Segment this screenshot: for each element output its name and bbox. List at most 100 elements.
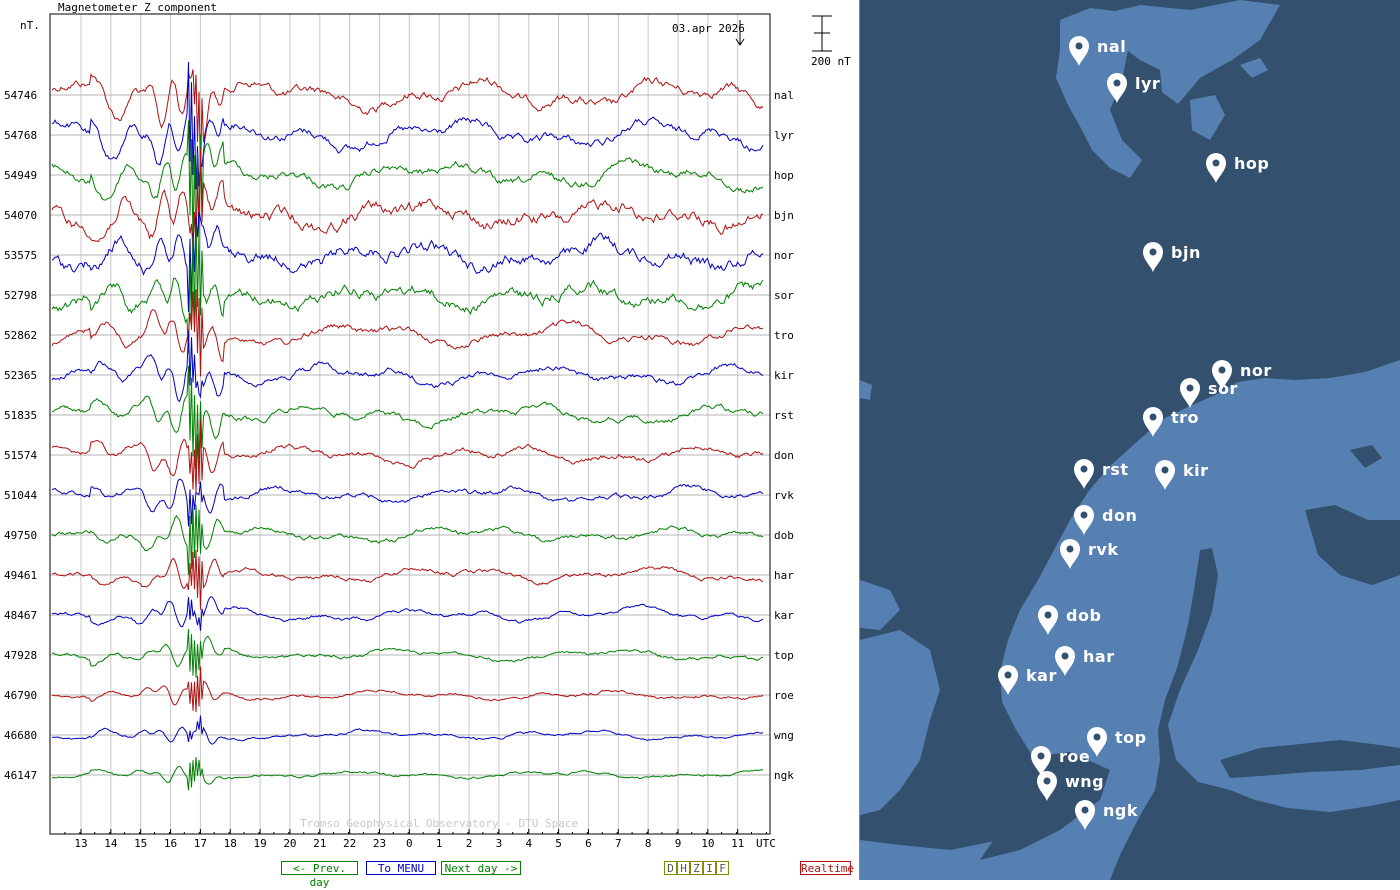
map-pin-icon [1075, 800, 1095, 830]
trace-top [51, 629, 764, 678]
x-tick-label: 11 [731, 837, 744, 850]
x-tick-label: 19 [253, 837, 266, 850]
map-pin-icon [1060, 539, 1080, 569]
trace-hop [51, 120, 764, 254]
baseline-value-roe: 46790 [4, 689, 37, 702]
map-pin-hole [1066, 545, 1074, 553]
station-label-roe: roe [774, 689, 794, 702]
station-pin-nor[interactable]: nor [1212, 360, 1272, 390]
station-label-tro: tro [774, 329, 794, 342]
menu-button[interactable]: To MENU [366, 861, 436, 875]
date-label: 03.apr 2026 [672, 22, 745, 35]
station-pin-top[interactable]: top [1087, 727, 1147, 757]
station-pin-sor[interactable]: sor [1180, 378, 1238, 408]
map-pin-icon [1069, 36, 1089, 66]
x-tick-label: 13 [74, 837, 87, 850]
map-pin-icon [1206, 153, 1226, 183]
station-label-kar: kar [774, 609, 794, 622]
station-label-top: top [774, 649, 794, 662]
station-label-bjn: bjn [774, 209, 794, 222]
x-tick-label: 5 [555, 837, 562, 850]
station-label-ngk: ngk [774, 769, 794, 782]
station-pin-rvk[interactable]: rvk [1060, 539, 1118, 569]
component-h-button[interactable]: H [677, 861, 690, 875]
x-tick-label: 18 [224, 837, 237, 850]
station-pin-don[interactable]: don [1074, 505, 1137, 535]
realtime-button[interactable]: Realtime [800, 861, 854, 875]
map-station-label: rvk [1088, 540, 1118, 559]
x-tick-label: 17 [194, 837, 207, 850]
map-pin-hole [1080, 465, 1088, 473]
x-tick-label: 21 [313, 837, 326, 850]
prev-day-button[interactable]: <- Prev. day [281, 861, 358, 889]
baseline-value-sor: 52798 [4, 289, 37, 302]
map-station-label: kir [1183, 461, 1209, 480]
station-pin-ngk[interactable]: ngk [1075, 800, 1138, 830]
map-pin-icon [1212, 360, 1232, 390]
component-z-button[interactable]: Z [690, 861, 703, 875]
station-pin-kir[interactable]: kir [1155, 460, 1209, 490]
map-pin-hole [1149, 413, 1157, 421]
station-pin-rst[interactable]: rst [1074, 459, 1129, 489]
magnetometer-chart-panel: 13 14 15 16 17 18 19 20 21 22 23 0 1 2 3 4 5 6 7 8 9 10 11 5474… [4, 0, 860, 889]
station-pin-dob[interactable]: dob [1038, 605, 1101, 635]
baseline-value-nal: 54746 [4, 89, 37, 102]
station-pin-hop[interactable]: hop [1206, 153, 1269, 183]
x-tick-label: 23 [373, 837, 386, 850]
baseline-value-don: 51574 [4, 449, 37, 462]
baseline-value-dob: 49750 [4, 529, 37, 542]
trace-roe [51, 666, 764, 713]
x-tick-label: 7 [615, 837, 622, 850]
map-station-label: dob [1066, 606, 1101, 625]
station-pin-wng[interactable]: wng [1037, 771, 1104, 801]
trace-lyr [51, 61, 764, 190]
grid-layer [49, 14, 770, 834]
station-label-don: don [774, 449, 794, 462]
station-label-lyr: lyr [774, 129, 794, 142]
map-pin-icon [1074, 459, 1094, 489]
map-station-label: tro [1171, 408, 1199, 427]
station-pin-kar[interactable]: kar [998, 665, 1057, 695]
station-pin-har[interactable]: har [1055, 646, 1115, 676]
station-pin-roe[interactable]: roe [1031, 746, 1090, 776]
unit-label: nT. [20, 19, 40, 32]
map-pin-icon [1180, 378, 1200, 408]
watermark: Tromso Geophysical Observatory - DTU Spa… [300, 817, 578, 830]
x-tick-label: 22 [343, 837, 356, 850]
component-d-button[interactable]: D [664, 861, 677, 875]
map-pin-hole [1218, 366, 1226, 374]
trace-nor [51, 211, 764, 313]
map-pin-icon [1055, 646, 1075, 676]
scale-bar [812, 15, 832, 52]
baseline-value-har: 49461 [4, 569, 37, 582]
x-tick-label: 3 [496, 837, 503, 850]
baseline-value-lyr: 54768 [4, 129, 37, 142]
component-i-button[interactable]: I [703, 861, 716, 875]
labels-layer: 13 14 15 16 17 18 19 20 21 22 23 0 1 2 3 4 5 6 7 8 9 10 115474… [4, 89, 794, 850]
station-pin-lyr[interactable]: lyr [1107, 73, 1160, 103]
station-label-hop: hop [774, 169, 794, 182]
station-label-sor: sor [774, 289, 794, 302]
station-label-kir: kir [774, 369, 794, 382]
x-tick-label: 1 [436, 837, 443, 850]
map-pin-icon [1038, 605, 1058, 635]
station-pin-nal[interactable]: nal [1069, 36, 1126, 66]
plot-frame [49, 13, 771, 835]
map-station-label: har [1083, 647, 1115, 666]
station-pin-bjn[interactable]: bjn [1143, 242, 1201, 272]
map-pin-hole [1113, 79, 1121, 87]
next-day-button[interactable]: Next day -> [441, 861, 521, 875]
x-tick-label: 0 [406, 837, 413, 850]
map-station-label: kar [1026, 666, 1057, 685]
trace-har [52, 550, 764, 610]
trace-don [51, 419, 764, 493]
trace-dob [51, 504, 764, 575]
traces-layer [51, 61, 764, 791]
component-f-button[interactable]: F [716, 861, 729, 875]
trace-kar [51, 596, 764, 631]
station-pin-tro[interactable]: tro [1143, 407, 1199, 437]
x-tick-label: 16 [164, 837, 177, 850]
baseline-value-kir: 52365 [4, 369, 37, 382]
